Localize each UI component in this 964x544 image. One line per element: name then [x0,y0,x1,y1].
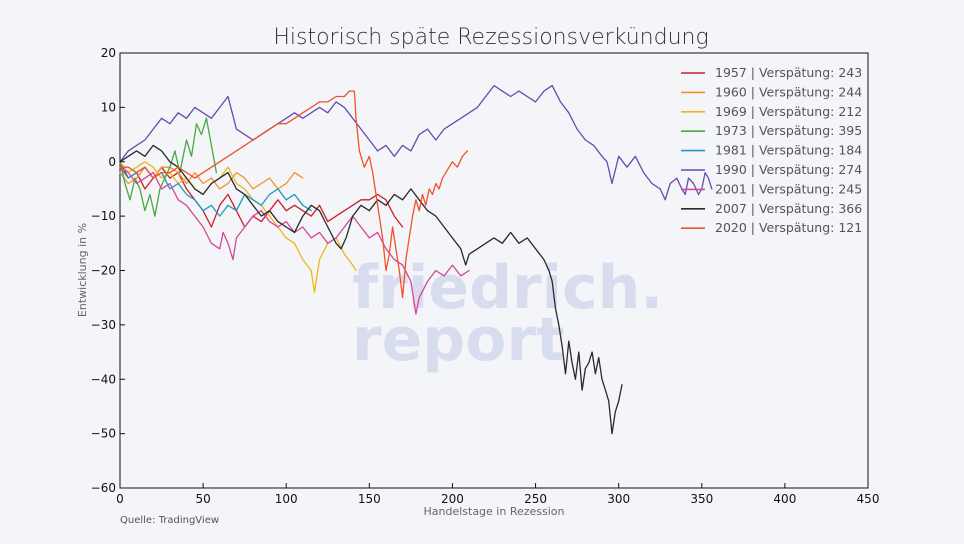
x-axis-ticks: 0 50 100 150 200 250 300 350 400 450 [116,483,879,506]
legend-label: 2020 | Verspätung: 121 [715,220,862,235]
series-line-5 [119,84,713,201]
series-line-7 [119,144,623,435]
y-tick-label: −30 [91,318,116,332]
x-tick-label: 450 [857,492,880,506]
series-line-6 [119,166,470,315]
legend-label: 1981 | Verspätung: 184 [715,143,862,158]
x-tick-label: 0 [116,492,124,506]
series-line-8 [119,90,469,299]
x-axis-title: Handelstage in Rezession [423,505,564,518]
legend-label: 2007 | Verspätung: 366 [715,201,862,216]
y-tick-label: 0 [108,155,116,169]
legend-label: 1960 | Verspätung: 244 [715,84,862,99]
legend-label: 1957 | Verspätung: 243 [715,65,862,80]
y-tick-label: −60 [91,481,116,495]
x-tick-label: 350 [690,492,713,506]
y-tick-label: −10 [91,209,116,223]
x-tick-label: 100 [275,492,298,506]
chart-title: Historisch späte Rezessionsverkündung [273,25,708,50]
series-layer [119,84,713,435]
x-tick-label: 400 [773,492,796,506]
y-tick-label: 10 [101,100,116,114]
source-note: Quelle: TradingView [120,515,219,526]
y-axis-title: Entwicklung in % [76,223,89,317]
legend-label: 1990 | Verspätung: 274 [715,162,862,177]
x-tick-label: 50 [195,492,210,506]
x-tick-label: 200 [441,492,464,506]
legend-label: 1973 | Verspätung: 395 [715,123,862,138]
x-tick-label: 250 [524,492,547,506]
x-tick-label: 300 [607,492,630,506]
legend: 1957 | Verspätung: 243 1960 | Verspätung:… [681,65,862,235]
legend-label: 1969 | Verspätung: 212 [715,104,862,119]
legend-label: 2001 | Verspätung: 245 [715,181,862,196]
x-tick-label: 150 [358,492,381,506]
y-tick-label: −20 [91,264,116,278]
y-tick-label: −50 [91,427,116,441]
y-axis-ticks: 20 10 0 −10 −20 −30 −40 −50 −60 [91,46,125,495]
y-tick-label: 20 [101,46,116,60]
series-line-2 [119,161,357,293]
y-tick-label: −40 [91,372,116,386]
watermark-logo: friedrich. report [352,253,663,375]
watermark-line-2: report [352,305,565,375]
